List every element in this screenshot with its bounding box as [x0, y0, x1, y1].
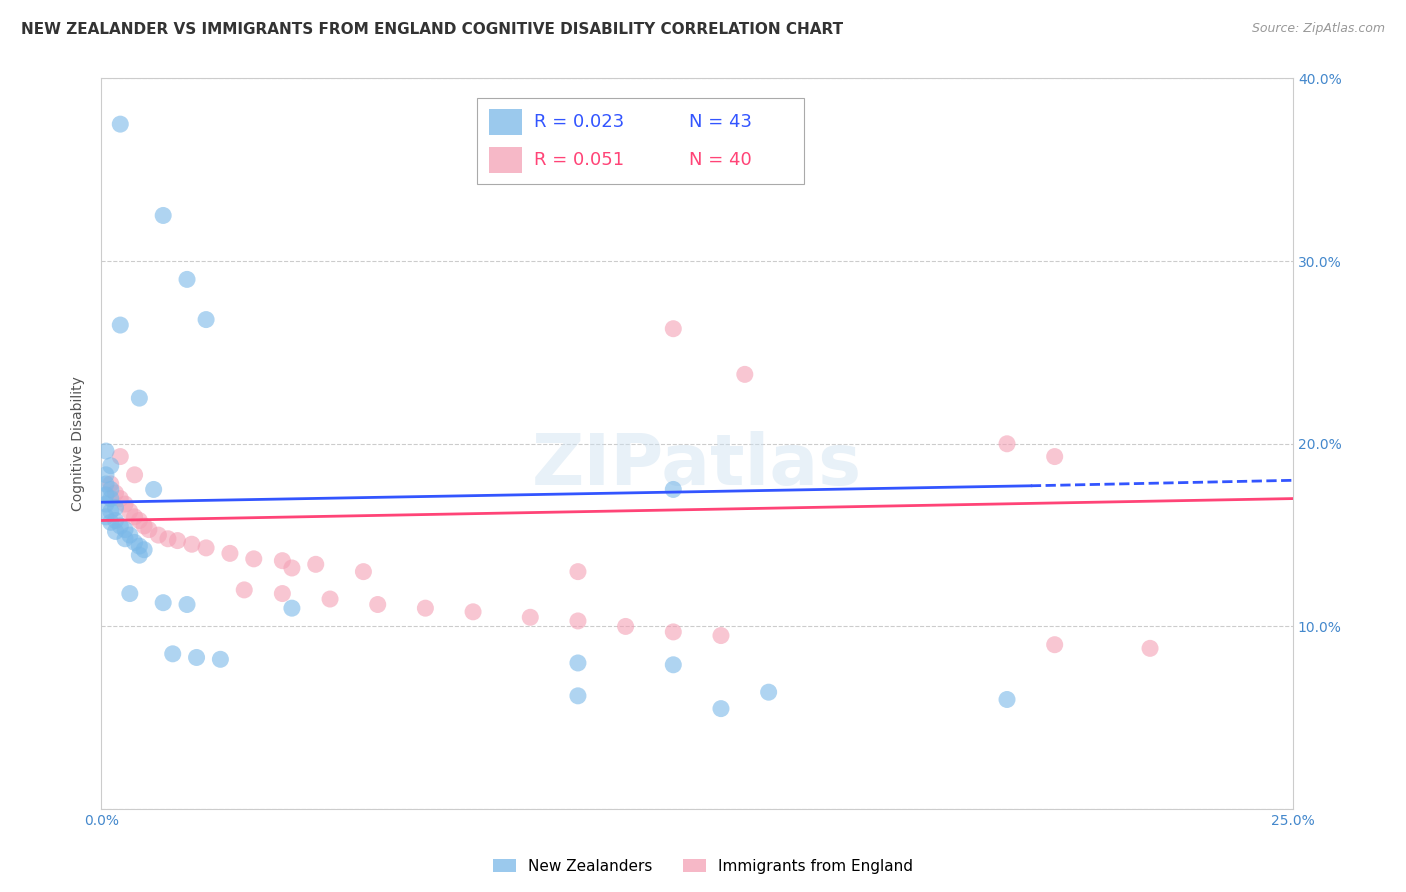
Point — [567, 689, 589, 703]
Point — [242, 552, 264, 566]
Point — [710, 701, 733, 715]
Point — [662, 483, 685, 497]
Point — [209, 652, 232, 666]
Point — [995, 437, 1018, 451]
Point — [519, 610, 541, 624]
Point — [352, 565, 374, 579]
Point — [271, 586, 294, 600]
Point — [152, 596, 174, 610]
Text: N = 40: N = 40 — [689, 152, 752, 169]
Point — [567, 656, 589, 670]
Point — [128, 539, 150, 553]
Point — [94, 444, 117, 458]
Point — [110, 117, 132, 131]
Point — [415, 601, 437, 615]
Point — [1139, 641, 1161, 656]
Point — [104, 524, 127, 539]
Point — [319, 592, 342, 607]
Point — [104, 500, 127, 515]
Point — [128, 391, 150, 405]
Text: NEW ZEALANDER VS IMMIGRANTS FROM ENGLAND COGNITIVE DISABILITY CORRELATION CHART: NEW ZEALANDER VS IMMIGRANTS FROM ENGLAND… — [21, 22, 844, 37]
Point — [100, 458, 122, 473]
Text: ZIPatlas: ZIPatlas — [531, 431, 862, 500]
Point — [118, 528, 141, 542]
Point — [1043, 638, 1066, 652]
Point — [271, 554, 294, 568]
Bar — [488, 147, 522, 173]
Point — [134, 519, 156, 533]
Point — [110, 318, 132, 332]
Point — [662, 624, 685, 639]
Point — [134, 542, 156, 557]
Point — [662, 322, 685, 336]
Point — [195, 541, 218, 555]
Point — [180, 537, 202, 551]
Point — [114, 532, 136, 546]
Point — [94, 467, 117, 482]
Point — [567, 565, 589, 579]
Point — [104, 514, 127, 528]
Point — [94, 497, 117, 511]
Point — [114, 523, 136, 537]
Point — [156, 532, 179, 546]
Point — [233, 582, 256, 597]
Point — [734, 368, 756, 382]
Point — [118, 586, 141, 600]
Point — [100, 491, 122, 506]
Point — [142, 483, 165, 497]
Point — [110, 450, 132, 464]
Point — [100, 477, 122, 491]
Point — [94, 509, 117, 524]
Point — [124, 535, 146, 549]
Point — [176, 272, 198, 286]
Point — [662, 657, 685, 672]
Bar — [488, 110, 522, 136]
Point — [124, 509, 146, 524]
Point — [148, 528, 170, 542]
Y-axis label: Cognitive Disability: Cognitive Disability — [72, 376, 86, 511]
Point — [138, 523, 160, 537]
Text: R = 0.051: R = 0.051 — [534, 152, 624, 169]
Point — [461, 605, 484, 619]
Point — [94, 488, 117, 502]
Point — [186, 650, 208, 665]
FancyBboxPatch shape — [477, 98, 804, 185]
Point — [305, 558, 328, 572]
Point — [1043, 450, 1066, 464]
Point — [614, 619, 637, 633]
Point — [281, 601, 304, 615]
Point — [710, 629, 733, 643]
Point — [110, 519, 132, 533]
Point — [100, 504, 122, 518]
Point — [124, 467, 146, 482]
Point — [995, 692, 1018, 706]
Point — [128, 548, 150, 562]
Legend: New Zealanders, Immigrants from England: New Zealanders, Immigrants from England — [486, 853, 920, 880]
Point — [166, 533, 188, 548]
Point — [367, 598, 389, 612]
Point — [281, 561, 304, 575]
Point — [114, 497, 136, 511]
Point — [195, 312, 218, 326]
Text: N = 43: N = 43 — [689, 113, 752, 131]
Point — [219, 546, 242, 560]
Point — [118, 504, 141, 518]
Point — [567, 614, 589, 628]
Text: Source: ZipAtlas.com: Source: ZipAtlas.com — [1251, 22, 1385, 36]
Point — [100, 516, 122, 530]
Point — [162, 647, 184, 661]
Text: R = 0.023: R = 0.023 — [534, 113, 624, 131]
Point — [128, 514, 150, 528]
Point — [94, 477, 117, 491]
Point — [176, 598, 198, 612]
Point — [152, 209, 174, 223]
Point — [110, 491, 132, 506]
Point — [104, 486, 127, 500]
Point — [758, 685, 780, 699]
Point — [100, 483, 122, 497]
